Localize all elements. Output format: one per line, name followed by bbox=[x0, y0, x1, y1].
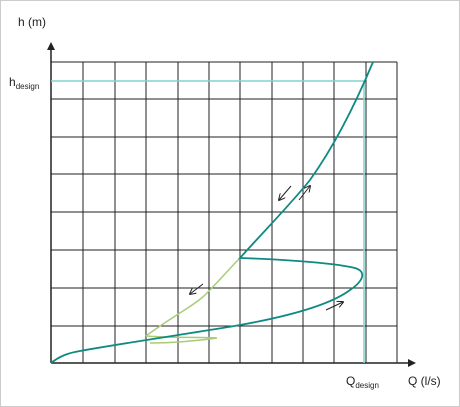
subscript: design bbox=[16, 82, 40, 91]
q-design-label: Qdesign bbox=[346, 374, 379, 390]
arrow-up bbox=[325, 302, 343, 311]
symbol: h bbox=[9, 75, 16, 89]
arrow-up bbox=[298, 186, 310, 201]
arrow-down bbox=[190, 283, 204, 294]
symbol: Q bbox=[346, 374, 355, 388]
y-axis-label: h (m) bbox=[18, 15, 46, 29]
rating-curve bbox=[50, 61, 374, 364]
arrow-down bbox=[279, 185, 292, 200]
x-axis-label: Q (l/s) bbox=[408, 374, 441, 388]
grid bbox=[51, 61, 398, 363]
h-design-label: hdesign bbox=[9, 75, 39, 91]
subscript: design bbox=[355, 381, 379, 390]
